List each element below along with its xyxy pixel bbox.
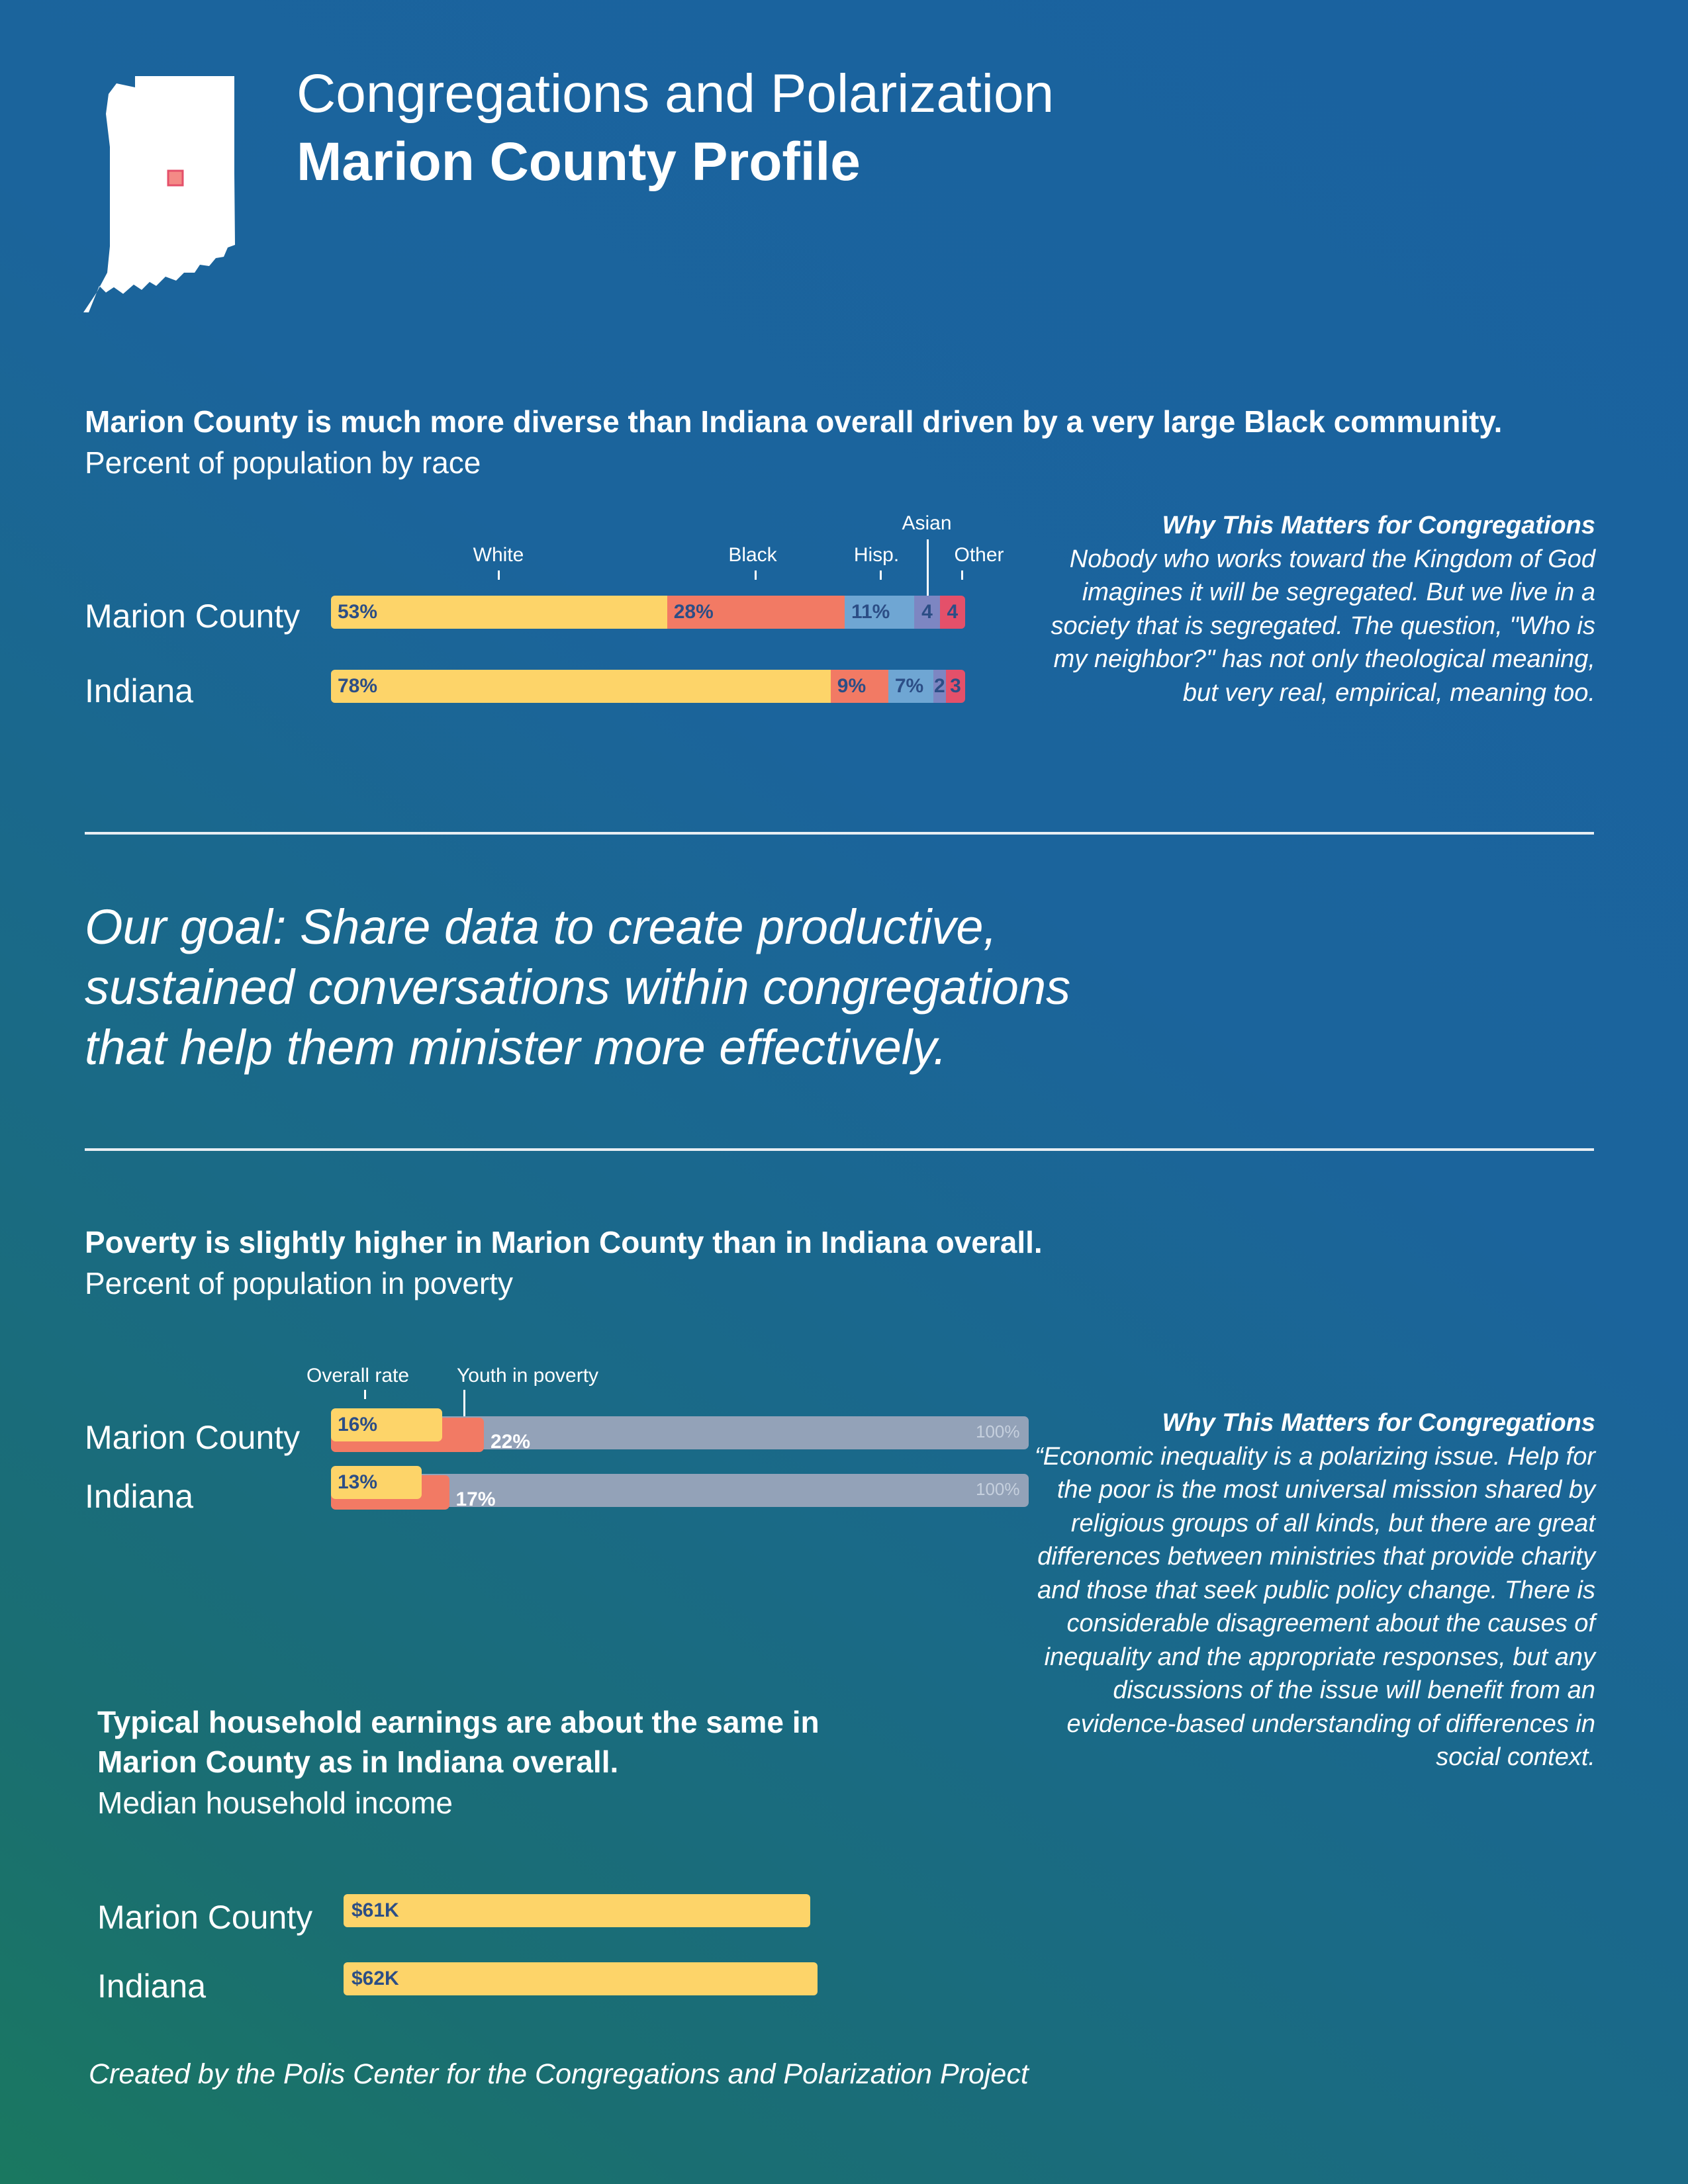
- race-segment-marion-white: [331, 596, 667, 629]
- poverty-overall-bar-marion: [331, 1408, 442, 1441]
- goal-line-1: Our goal: Share data to create productiv…: [85, 899, 998, 954]
- race-label-indiana-white: 78%: [338, 675, 378, 697]
- income-bar-indiana: [344, 1962, 818, 1995]
- poverty-subtitle: Percent of population in poverty: [85, 1266, 513, 1300]
- race-headline: Marion County is much more diverse than …: [85, 404, 1503, 439]
- race-segment-marion-hispanic: [844, 596, 915, 629]
- poverty-legend-overall: Overall rate: [306, 1365, 410, 1387]
- poverty-headline: Poverty is slightly higher in Marion Cou…: [85, 1225, 1043, 1259]
- goal-line-2: sustained conversations within congregat…: [85, 960, 1071, 1015]
- income-bar-marion: [344, 1894, 810, 1927]
- poverty-overall-label-indiana: 13%: [338, 1471, 378, 1493]
- race-segment-indiana-black: [830, 670, 888, 703]
- poverty-bar-chart: Overall rate Youth in poverty Marion Cou…: [0, 0, 1059, 1588]
- indiana-state-outline: [83, 76, 235, 312]
- goal-line-3: that help them minister more effectively…: [85, 1020, 947, 1075]
- race-legend-asian-tick: [927, 539, 929, 598]
- race-segment-indiana-asian: [933, 670, 946, 703]
- race-legend-hispanic: Hisp.: [853, 544, 900, 566]
- poverty-overall-bar-indiana: [331, 1466, 422, 1499]
- race-segment-marion-asian: [914, 596, 940, 629]
- race-legend-black: Black: [728, 544, 777, 566]
- race-why-matters: Why This Matters for Congregations Nobod…: [1033, 509, 1595, 709]
- poverty-legend-overall-tick: [364, 1390, 366, 1399]
- poverty-legend-youth: Youth in poverty: [457, 1365, 599, 1387]
- race-segment-indiana-other: [945, 670, 965, 703]
- indiana-state-map: [83, 76, 235, 312]
- income-headline-line1: Typical household earnings are about the…: [97, 1705, 820, 1739]
- page-title-line1: Congregations and Polarization: [297, 64, 1055, 124]
- race-legend-white-tick: [498, 570, 500, 580]
- race-label-marion-white: 53%: [338, 601, 378, 623]
- footer-credit: Created by the Polis Center for the Cong…: [89, 2058, 1029, 2090]
- race-legend-white: White: [473, 544, 524, 566]
- income-row-label-marion: Marion County: [97, 1899, 313, 1936]
- race-legend-black-tick: [755, 570, 757, 580]
- poverty-why-matters-body: “Economic inequality is a polarizing iss…: [1035, 1442, 1595, 1772]
- race-legend-asian: Asian: [902, 512, 952, 534]
- race-stacked-bar-chart: Marion County Indiana White Black Hisp. …: [0, 0, 1059, 728]
- income-label-indiana: $62K: [352, 1968, 399, 1989]
- race-subtitle: Percent of population by race: [85, 445, 481, 480]
- race-segment-indiana-hispanic: [888, 670, 933, 703]
- income-row-label-indiana: Indiana: [97, 1968, 207, 2005]
- income-subtitle: Median household income: [97, 1786, 453, 1820]
- race-label-marion-asian: 4: [921, 601, 933, 623]
- poverty-track-label-marion: 100%: [976, 1422, 1020, 1441]
- income-label-marion: $61K: [352, 1899, 399, 1921]
- race-legend-hispanic-tick: [880, 570, 882, 580]
- poverty-why-matters: Why This Matters for Congregations “Econ…: [1033, 1406, 1595, 1774]
- divider-bottom: [85, 1148, 1594, 1151]
- income-bar-chart: Marion County Indiana $61K $62K: [97, 1894, 818, 2005]
- race-row-label-indiana: Indiana: [85, 672, 194, 709]
- race-legend-other: Other: [954, 544, 1004, 566]
- income-headline-line2: Marion County as in Indiana overall.: [97, 1745, 619, 1779]
- poverty-youth-label-indiana: 17%: [455, 1488, 496, 1510]
- race-segment-marion-black: [667, 596, 845, 629]
- race-why-matters-heading: Why This Matters for Congregations: [1162, 512, 1595, 539]
- poverty-row-label-marion: Marion County: [85, 1419, 301, 1456]
- race-label-marion-black: 28%: [673, 601, 714, 623]
- race-segment-indiana-white: [331, 670, 831, 703]
- poverty-overall-label-marion: 16%: [338, 1414, 378, 1435]
- race-bar-marion: 53% 28% 11% 4 4: [331, 596, 965, 629]
- page-title-line2: Marion County Profile: [297, 132, 861, 192]
- divider-top: [85, 832, 1594, 835]
- race-label-indiana-other: 3: [950, 675, 961, 697]
- race-row-label-marion: Marion County: [85, 598, 301, 635]
- poverty-row-label-indiana: Indiana: [85, 1478, 194, 1515]
- race-label-indiana-hispanic: 7%: [894, 675, 924, 697]
- poverty-track-label-indiana: 100%: [976, 1479, 1020, 1499]
- race-label-indiana-black: 9%: [837, 675, 867, 697]
- marion-county-marker: [167, 169, 184, 187]
- poverty-youth-label-marion: 22%: [491, 1431, 531, 1453]
- race-label-marion-hispanic: 11%: [851, 601, 890, 623]
- race-bar-indiana: 78% 9% 7% 2 3: [331, 670, 965, 703]
- goal-statement: Our goal: Share data to create productiv…: [85, 897, 1070, 1077]
- race-legend-other-tick: [961, 570, 963, 580]
- race-why-matters-body: Nobody who works toward the Kingdom of G…: [1051, 545, 1595, 707]
- race-label-indiana-asian: 2: [933, 675, 945, 697]
- race-segment-marion-other: [939, 596, 965, 629]
- poverty-legend-youth-tick: [463, 1390, 465, 1416]
- poverty-why-matters-heading: Why This Matters for Congregations: [1162, 1409, 1595, 1437]
- race-label-marion-other: 4: [947, 601, 959, 623]
